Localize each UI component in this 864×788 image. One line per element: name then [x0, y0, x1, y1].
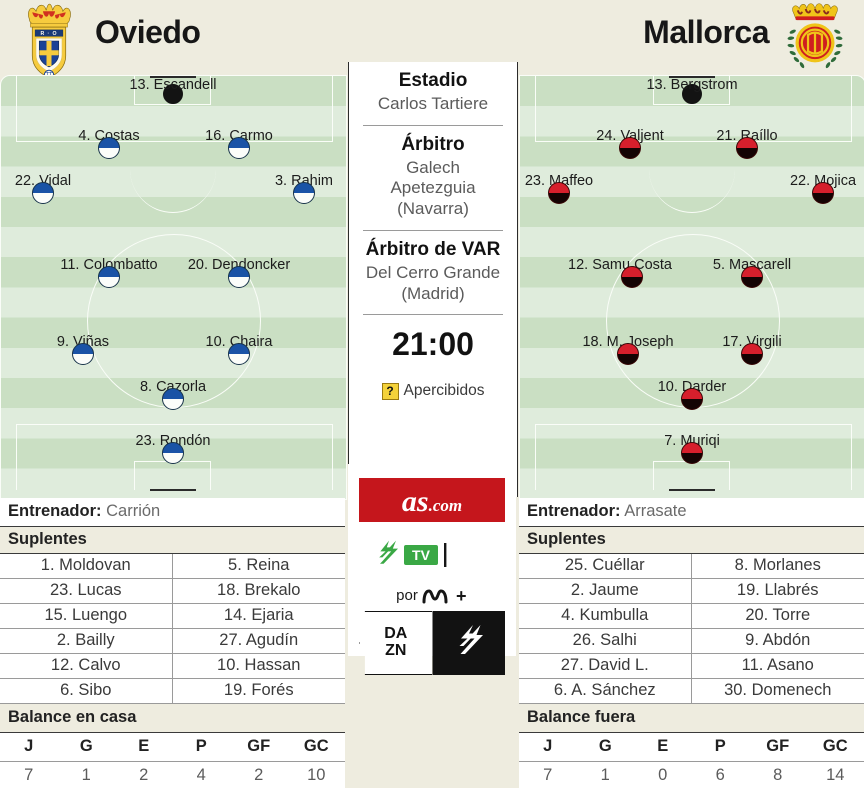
svg-text:R · O: R · O: [40, 31, 57, 37]
svg-text:+: +: [456, 586, 467, 605]
svg-text:TV: TV: [412, 547, 431, 563]
